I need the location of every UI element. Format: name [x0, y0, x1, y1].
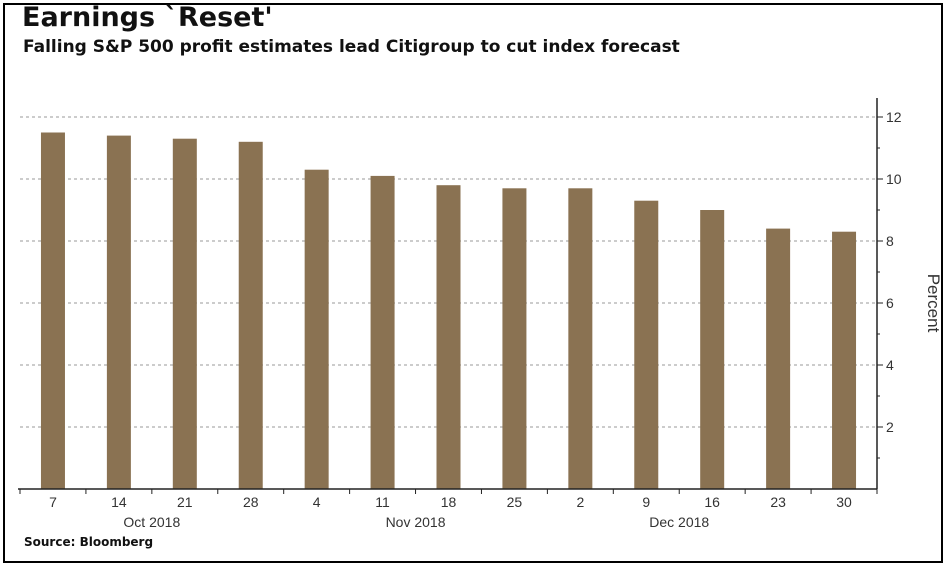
bar	[634, 200, 659, 489]
x-tick-label: 18	[441, 494, 457, 510]
x-tick-label: 25	[507, 494, 523, 510]
y-tick-label: 10	[886, 171, 902, 187]
x-tick-label: 2	[576, 494, 584, 510]
x-group-label: Dec 2018	[649, 514, 709, 530]
y-tick-label: 6	[886, 295, 894, 311]
tick-labels: 2 4 6 8 10 12 Percent 7 14 21 28 4 11 18 25 2 9 16 23 30 Oct…	[49, 109, 943, 530]
bar	[766, 228, 791, 489]
x-tick-label: 14	[111, 494, 127, 510]
y-tick-label: 4	[886, 357, 894, 373]
x-tick-label: 28	[243, 494, 259, 510]
bar	[370, 175, 395, 489]
bar	[700, 210, 725, 489]
chart-subtitle: Falling S&P 500 profit estimates lead Ci…	[23, 37, 680, 57]
bar	[832, 231, 857, 489]
bar	[40, 132, 65, 489]
axes	[18, 98, 883, 494]
x-tick-label: 21	[177, 494, 193, 510]
bar	[568, 188, 593, 490]
y-tick-label: 12	[886, 109, 902, 125]
chart-frame	[3, 3, 943, 563]
bar	[106, 135, 131, 489]
bar	[238, 141, 263, 490]
x-tick-label: 23	[770, 494, 786, 510]
x-group-label: Nov 2018	[386, 514, 446, 530]
y-tick-label: 8	[886, 233, 894, 249]
chart-title: Earnings `Reset'	[22, 2, 273, 33]
x-group-label: Oct 2018	[123, 514, 180, 530]
x-tick-label: 7	[49, 494, 57, 510]
bar	[502, 188, 527, 490]
x-tick-label: 30	[836, 494, 852, 510]
x-tick-label: 9	[642, 494, 650, 510]
bar	[172, 138, 197, 489]
bar	[436, 185, 461, 489]
bar	[304, 169, 329, 489]
bars	[40, 132, 857, 490]
y-axis-title: Percent	[924, 274, 943, 333]
source-note: Source: Bloomberg	[24, 535, 154, 549]
x-tick-label: 4	[313, 494, 321, 510]
x-tick-label: 11	[375, 494, 390, 510]
y-tick-label: 2	[886, 419, 894, 435]
x-tick-label: 16	[704, 494, 720, 510]
